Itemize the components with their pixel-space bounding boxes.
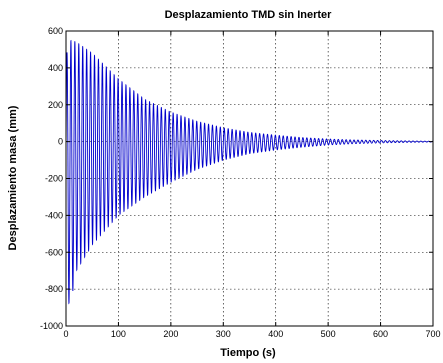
y-tick-label: 600 — [48, 26, 63, 36]
y-axis-label: Desplazamiento masa (mm) — [7, 105, 19, 250]
y-tick-label: -200 — [45, 174, 63, 184]
x-tick-label: 700 — [425, 329, 440, 339]
ticks — [65, 30, 434, 327]
series-line — [65, 39, 434, 305]
y-tick-label: 0 — [58, 137, 63, 147]
y-tick-label: -400 — [45, 210, 63, 220]
y-tick-label: -800 — [45, 284, 63, 294]
x-tick-label: 500 — [321, 329, 336, 339]
x-tick-labels: 0 100 200 300 400 500 600 700 — [63, 329, 440, 339]
x-tick-label: 400 — [268, 329, 283, 339]
x-tick-label: 600 — [373, 329, 388, 339]
x-tick-label: 200 — [163, 329, 178, 339]
x-axis-label: Tiempo (s) — [220, 347, 276, 359]
y-tick-label: 200 — [48, 100, 63, 110]
x-tick-label: 300 — [216, 329, 231, 339]
x-tick-label: 100 — [111, 329, 126, 339]
y-tick-label: 400 — [48, 63, 63, 73]
y-tick-labels: -1000 -800 -600 -400 -200 0 200 400 600 — [40, 26, 63, 331]
x-tick-label: 0 — [63, 329, 68, 339]
y-tick-label: -1000 — [40, 321, 63, 331]
chart-title: Desplazamiento TMD sin Inerter — [165, 9, 333, 21]
y-tick-label: -600 — [45, 247, 63, 257]
series-group — [65, 39, 434, 305]
